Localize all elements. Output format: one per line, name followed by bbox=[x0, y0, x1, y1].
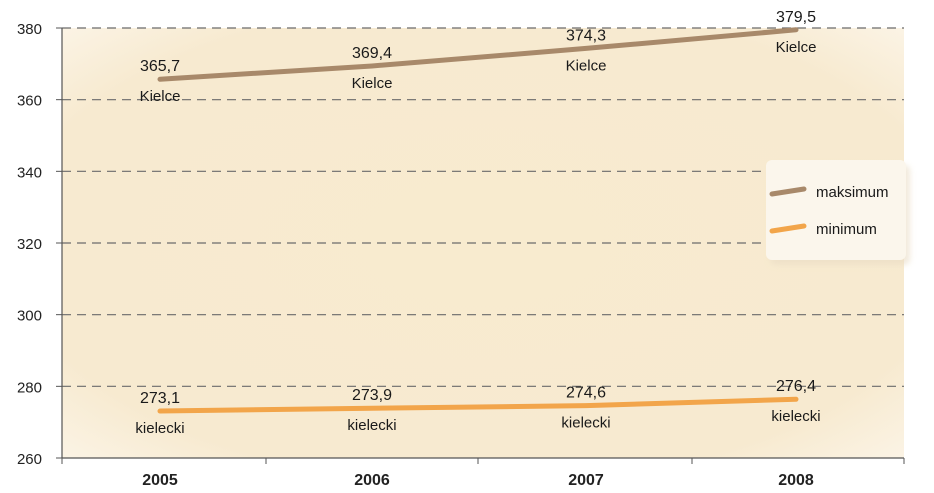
legend-label-minimum: minimum bbox=[816, 221, 877, 238]
legend-label-maksimum: maksimum bbox=[816, 184, 889, 201]
x-tick-label: 2007 bbox=[568, 472, 604, 488]
y-tick-label: 320 bbox=[17, 236, 42, 253]
x-tick-label: 2008 bbox=[778, 472, 814, 488]
point-label: kielecki bbox=[561, 415, 610, 432]
legend-box bbox=[766, 160, 906, 260]
y-tick-label: 380 bbox=[17, 21, 42, 38]
value-label: 273,9 bbox=[352, 387, 392, 404]
value-label: 276,4 bbox=[776, 378, 816, 395]
value-label: 365,7 bbox=[140, 58, 180, 75]
point-label: kielecki bbox=[771, 408, 820, 425]
point-label: kielecki bbox=[135, 420, 184, 437]
point-label: Kielce bbox=[776, 39, 817, 56]
y-tick-label: 280 bbox=[17, 379, 42, 396]
y-tick-label: 340 bbox=[17, 164, 42, 181]
point-label: Kielce bbox=[352, 75, 393, 92]
value-label: 374,3 bbox=[566, 27, 606, 44]
value-label: 273,1 bbox=[140, 390, 180, 407]
y-tick-label: 260 bbox=[17, 451, 42, 468]
x-tick-label: 2006 bbox=[354, 472, 390, 488]
value-label: 274,6 bbox=[566, 385, 606, 402]
value-label: 379,5 bbox=[776, 9, 816, 26]
point-label: Kielce bbox=[140, 88, 181, 105]
legend: maksimum minimum bbox=[766, 160, 910, 265]
value-label: 369,4 bbox=[352, 45, 392, 62]
y-tick-label: 300 bbox=[17, 308, 42, 325]
point-label: Kielce bbox=[566, 57, 607, 74]
point-label: kielecki bbox=[347, 417, 396, 434]
x-tick-label: 2005 bbox=[142, 472, 178, 488]
y-tick-label: 360 bbox=[17, 93, 42, 110]
